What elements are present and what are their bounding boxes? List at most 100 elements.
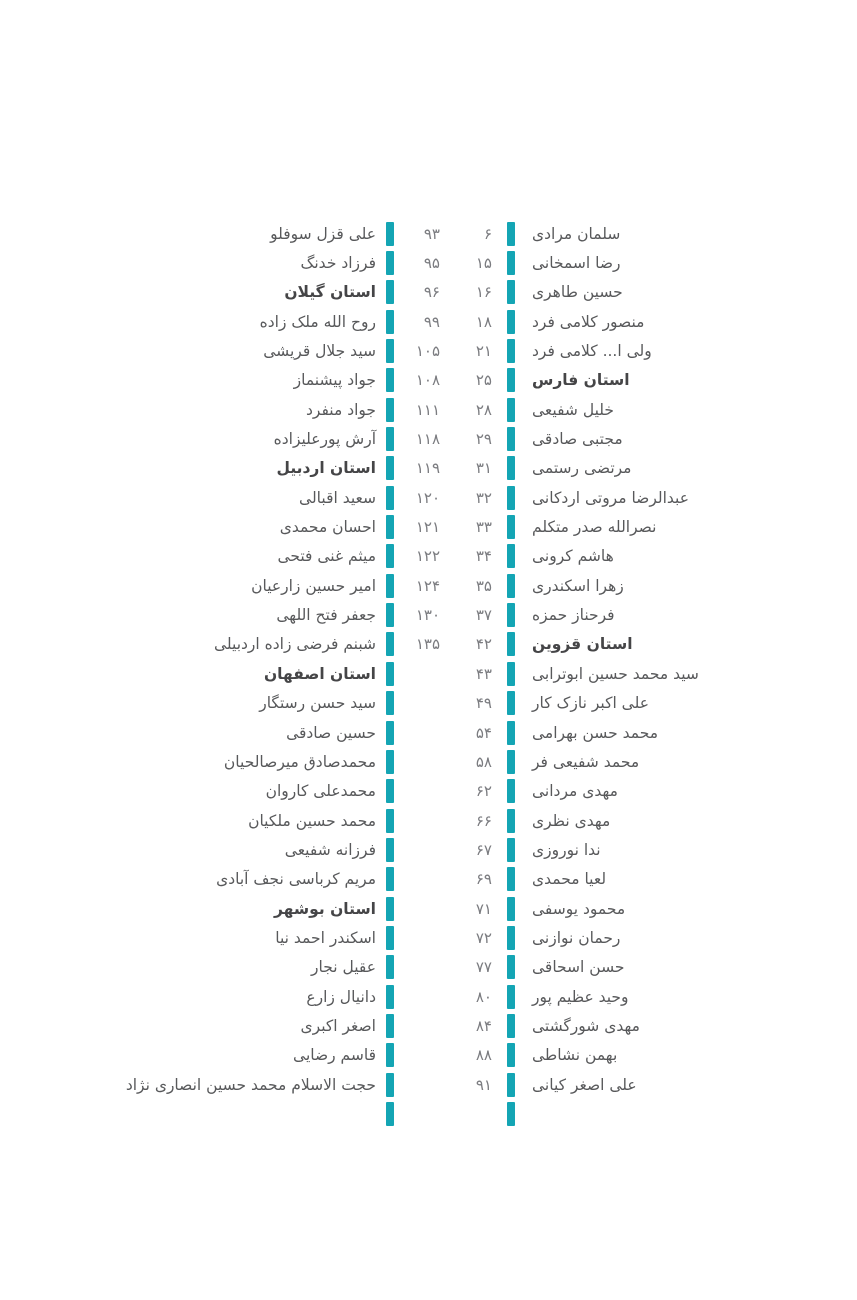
toc-row: رحمان نوازنی ۷۲ — [452, 923, 742, 952]
toc-row: حسن اسحاقی ۷۷ — [452, 953, 742, 982]
teal-dash — [507, 720, 515, 745]
toc-row: محمود یوسفی ۷۱ — [452, 894, 742, 923]
teal-dash — [386, 749, 394, 774]
person-name: مریم کرباسی نجف آبادی — [216, 870, 376, 889]
page-number: ۲۱ — [475, 342, 492, 361]
toc-row: امیر حسین زارعیان ۱۲۴ — [66, 571, 440, 600]
page-number: ۲۸ — [475, 400, 492, 419]
person-name: محمد شفیعی فر — [532, 752, 640, 771]
page-number: ۱۱۸ — [415, 430, 440, 449]
toc-row: فرزانه شفیعی — [66, 835, 440, 864]
toc-row: علی اکبر نازک کار ۴۹ — [452, 689, 742, 718]
person-name: رضا اسمخانی — [532, 254, 621, 273]
teal-dash — [507, 925, 515, 950]
toc-row: مرتضی رستمی ۳۱ — [452, 454, 742, 483]
person-name: خلیل شفیعی — [532, 400, 614, 419]
page-number: ۱۵ — [475, 254, 492, 273]
page-number: ۱۱۹ — [415, 459, 440, 478]
province-header: استان فارس — [532, 371, 630, 390]
page-number: ۹۵ — [423, 254, 440, 273]
toc-row: مجتبی صادقی ۲۹ — [452, 424, 742, 453]
teal-dash — [507, 544, 515, 569]
person-name: عبدالرضا مروتی اردکانی — [532, 488, 689, 507]
toc-row: سید جلال قریشی ۱۰۵ — [66, 336, 440, 365]
toc-row: محمد حسین ملکیان — [66, 806, 440, 835]
page-number: ۲۹ — [475, 430, 492, 449]
person-name: علی اصغر کیانی — [532, 1075, 637, 1094]
page-number: ۵۴ — [475, 723, 492, 742]
person-name: ندا نوروزی — [532, 840, 601, 859]
person-name: قاسم رضایی — [293, 1046, 376, 1065]
teal-dash — [386, 515, 394, 540]
page-number: ۶۲ — [475, 782, 492, 801]
teal-dash — [507, 955, 515, 980]
toc-row: علی اصغر کیانی ۹۱ — [452, 1070, 742, 1099]
toc-row: آرش پورعلیزاده ۱۱۸ — [66, 424, 440, 453]
page-number: ۹۹ — [423, 312, 440, 331]
teal-dash — [507, 309, 515, 334]
page-number: ۳۲ — [475, 488, 492, 507]
page-number: ۳۳ — [475, 518, 492, 537]
teal-dash — [386, 1072, 394, 1097]
person-name: نصرالله صدر متکلم — [532, 518, 657, 537]
toc-row: سلمان مرادی ۶ — [452, 219, 742, 248]
toc-row: محمد حسن بهرامی ۵۴ — [452, 718, 742, 747]
teal-dash — [386, 544, 394, 569]
teal-dash — [386, 280, 394, 305]
teal-dash — [386, 309, 394, 334]
person-name: احسان محمدی — [279, 518, 376, 537]
page-number: ۶۹ — [475, 870, 492, 889]
teal-dash — [386, 808, 394, 833]
person-name: منصور کلامی فرد — [532, 312, 645, 331]
teal-dash — [507, 368, 515, 393]
page-number: ۱۲۰ — [415, 488, 440, 507]
teal-dash — [507, 867, 515, 892]
teal-dash — [507, 397, 515, 422]
toc-row: مهدی شورگشتی ۸۴ — [452, 1011, 742, 1040]
person-name: جواد پیشنماز — [293, 371, 377, 390]
person-name: مهدی شورگشتی — [532, 1016, 640, 1035]
toc-row: لعیا محمدی ۶۹ — [452, 865, 742, 894]
teal-dash — [386, 955, 394, 980]
person-name: لعیا محمدی — [532, 870, 607, 889]
page-number: ۸۴ — [475, 1016, 492, 1035]
person-name: مرتضی رستمی — [532, 459, 632, 478]
page-number: ۸۸ — [475, 1046, 492, 1065]
teal-dash — [507, 573, 515, 598]
person-name: اسکندر احمد نیا — [275, 928, 376, 947]
teal-dash — [507, 485, 515, 510]
toc-row: جعفر فتح اللهی ۱۳۰ — [66, 600, 440, 629]
person-name: محمود یوسفی — [532, 899, 626, 918]
teal-dash — [507, 1013, 515, 1038]
province-header: استان بوشهر — [274, 899, 376, 918]
toc-row: مهدی نظری ۶۶ — [452, 806, 742, 835]
toc-row: سید حسن رستگار — [66, 689, 440, 718]
teal-dash — [386, 867, 394, 892]
toc-row: دانیال زارع — [66, 982, 440, 1011]
toc-row: رضا اسمخانی ۱۵ — [452, 248, 742, 277]
teal-dash — [386, 427, 394, 452]
person-name: محمدعلی کاروان — [265, 782, 377, 801]
toc-row: استان قزوین ۴۲ — [452, 630, 742, 659]
teal-dash — [386, 691, 394, 716]
page-number: ۷۲ — [475, 928, 492, 947]
teal-dash — [386, 221, 394, 246]
toc-row: میثم غنی فتحی ۱۲۲ — [66, 542, 440, 571]
trailing-bar-row — [66, 1099, 440, 1128]
toc-row: استان گیلان ۹۶ — [66, 278, 440, 307]
teal-dash — [507, 427, 515, 452]
toc-row: استان بوشهر — [66, 894, 440, 923]
person-name: فرزانه شفیعی — [284, 840, 376, 859]
teal-dash — [386, 339, 394, 364]
page-number: ۳۵ — [475, 576, 492, 595]
toc-row: احسان محمدی ۱۲۱ — [66, 512, 440, 541]
person-name: آرش پورعلیزاده — [273, 430, 377, 449]
page-number: ۱۲۱ — [415, 518, 440, 537]
province-header: استان گیلان — [284, 283, 376, 302]
person-name: ولی ا... کلامی فرد — [532, 342, 652, 361]
teal-dash — [386, 573, 394, 598]
person-name: محمدصادق میرصالحیان — [223, 752, 376, 771]
teal-dash — [386, 632, 394, 657]
teal-dash — [386, 456, 394, 481]
